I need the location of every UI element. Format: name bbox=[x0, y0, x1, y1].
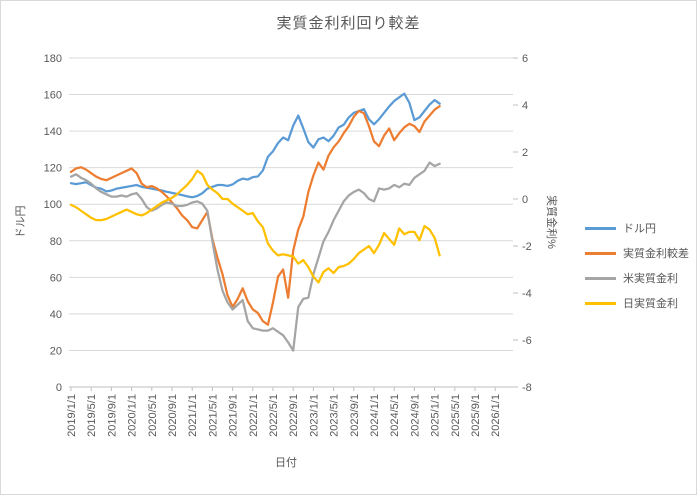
svg-text:160: 160 bbox=[44, 90, 62, 102]
svg-text:2021/5/1: 2021/5/1 bbox=[207, 394, 219, 437]
svg-text:2023/9/1: 2023/9/1 bbox=[349, 394, 361, 437]
svg-text:2019/1/1: 2019/1/1 bbox=[66, 394, 78, 437]
svg-text:2024/1/1: 2024/1/1 bbox=[369, 394, 381, 437]
svg-text:-4: -4 bbox=[522, 288, 532, 300]
svg-text:2: 2 bbox=[522, 147, 528, 159]
legend-item-us-real-rate: 米実質金利 bbox=[585, 270, 689, 286]
svg-text:-6: -6 bbox=[522, 335, 532, 347]
legend-item-usdjpy: ドル円 bbox=[585, 220, 689, 236]
svg-text:140: 140 bbox=[44, 126, 62, 138]
svg-text:20: 20 bbox=[50, 345, 62, 357]
svg-text:2020/1/1: 2020/1/1 bbox=[127, 394, 139, 437]
svg-text:4: 4 bbox=[522, 100, 528, 112]
svg-text:0: 0 bbox=[522, 194, 528, 206]
svg-text:2023/5/1: 2023/5/1 bbox=[329, 394, 341, 437]
legend-line-swatch bbox=[585, 276, 616, 280]
svg-text:180: 180 bbox=[44, 53, 62, 65]
legend-label: ドル円 bbox=[623, 223, 656, 235]
svg-text:-2: -2 bbox=[522, 241, 532, 253]
svg-text:60: 60 bbox=[50, 272, 62, 284]
svg-text:80: 80 bbox=[50, 236, 62, 248]
svg-text:120: 120 bbox=[44, 163, 62, 175]
legend-item-jp-real-rate: 日実質金利 bbox=[585, 295, 689, 311]
svg-text:2024/9/1: 2024/9/1 bbox=[409, 394, 421, 437]
svg-text:2025/9/1: 2025/9/1 bbox=[470, 394, 482, 437]
legend-line-swatch bbox=[585, 301, 616, 305]
legend-line-swatch bbox=[585, 226, 616, 230]
svg-text:2023/1/1: 2023/1/1 bbox=[308, 394, 320, 437]
legend-label: 実質金利較差 bbox=[623, 248, 689, 260]
chart-title: 実質金利利回り較差 bbox=[276, 15, 421, 32]
legend-label: 米実質金利 bbox=[623, 273, 678, 285]
legend: ドル円 実質金利較差 米実質金利 日実質金利 bbox=[585, 220, 689, 311]
legend-line-swatch bbox=[585, 251, 616, 255]
svg-text:40: 40 bbox=[50, 309, 62, 321]
legend-label: 日実質金利 bbox=[623, 298, 678, 310]
svg-text:2025/1/1: 2025/1/1 bbox=[430, 394, 442, 437]
svg-text:2021/9/1: 2021/9/1 bbox=[228, 394, 240, 437]
svg-text:0: 0 bbox=[56, 382, 62, 394]
svg-text:2022/5/1: 2022/5/1 bbox=[268, 394, 280, 437]
svg-text:2026/1/1: 2026/1/1 bbox=[490, 394, 502, 437]
svg-text:100: 100 bbox=[44, 199, 62, 211]
svg-text:2021/1/1: 2021/1/1 bbox=[187, 394, 199, 437]
svg-text:2019/9/1: 2019/9/1 bbox=[106, 394, 118, 437]
x-axis-title: 日付 bbox=[275, 457, 297, 469]
svg-text:6: 6 bbox=[522, 53, 528, 65]
svg-text:2025/5/1: 2025/5/1 bbox=[450, 394, 462, 437]
svg-text:2020/5/1: 2020/5/1 bbox=[147, 394, 159, 437]
left-axis-title: ドル円 bbox=[15, 205, 27, 239]
svg-text:2022/9/1: 2022/9/1 bbox=[288, 394, 300, 437]
svg-text:2019/5/1: 2019/5/1 bbox=[86, 394, 98, 437]
svg-text:2024/5/1: 2024/5/1 bbox=[389, 394, 401, 437]
legend-item-real-rate-spread: 実質金利較差 bbox=[585, 245, 689, 261]
svg-text:2020/9/1: 2020/9/1 bbox=[167, 394, 179, 437]
svg-text:-8: -8 bbox=[522, 382, 532, 394]
svg-text:2022/1/1: 2022/1/1 bbox=[248, 394, 260, 437]
right-axis-title: 実質金利% bbox=[545, 195, 557, 249]
